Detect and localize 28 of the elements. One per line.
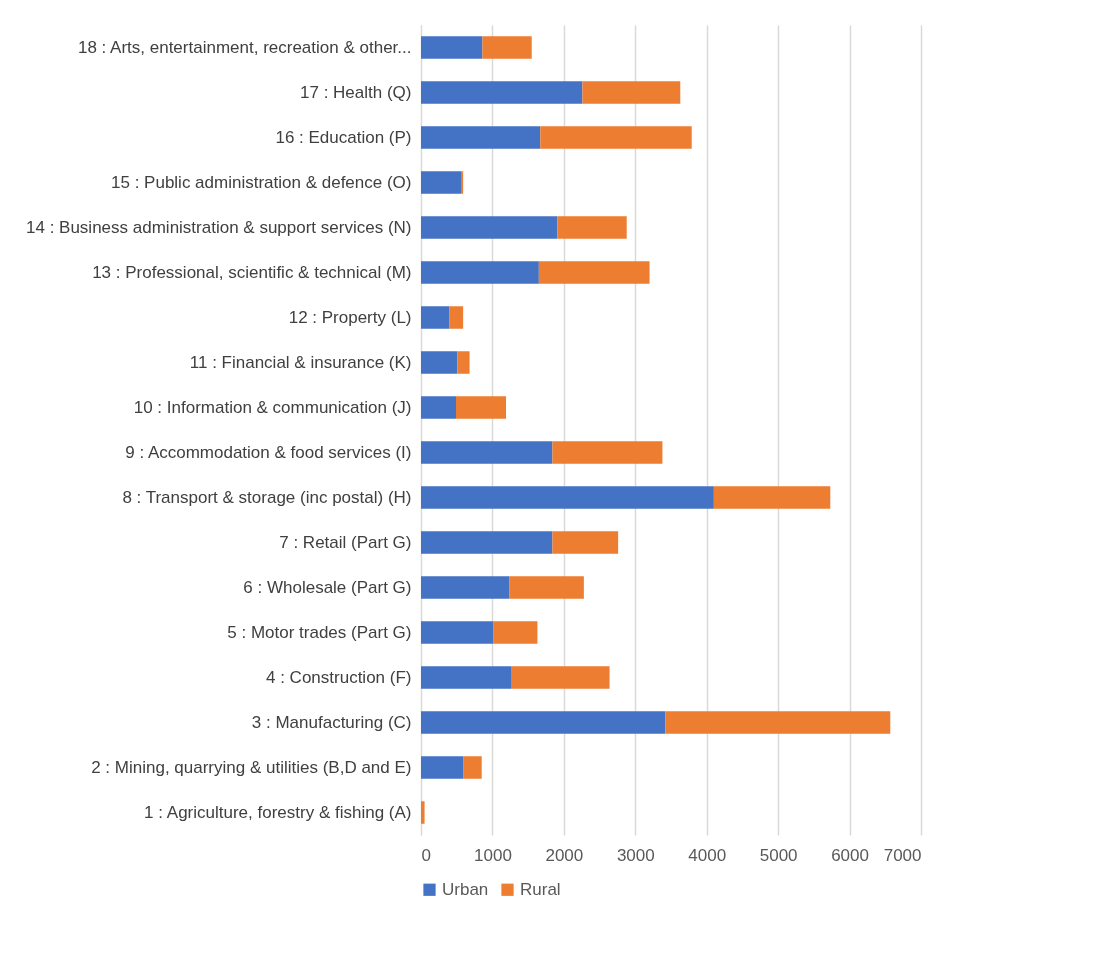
- y-tick-label: 7 : Retail (Part G): [279, 532, 412, 552]
- y-tick-label: 18 : Arts, entertainment, recreation & other...: [77, 37, 412, 57]
- y-tick-label: 1 : Agriculture, forestry & fishing (A): [144, 802, 412, 822]
- y-tick-label: 14 : Business administration & support services (N): [26, 217, 412, 237]
- y-tick-label: 13 : Professional, scientific & technical (M): [92, 262, 412, 282]
- y-tick-label: 3 : Manufacturing (C): [251, 712, 412, 732]
- x-tick-label: 4000: [688, 845, 727, 865]
- x-tick-label: 3000: [616, 845, 655, 865]
- x-tick-label: 6000: [831, 845, 869, 865]
- y-tick-label: 4 : Construction (F): [266, 667, 412, 687]
- y-tick-label: 15 : Public administration & defence (O): [111, 172, 412, 192]
- y-tick-label: 8 : Transport & storage (inc postal) (H): [122, 487, 412, 507]
- x-tick-label: 1000: [474, 845, 512, 865]
- y-tick-label: 17 : Health (Q): [300, 82, 412, 102]
- legend-label: Rural: [520, 879, 561, 899]
- y-tick-label: 11 : Financial & insurance (K): [189, 352, 412, 372]
- y-tick-label: 10 : Information & communication (J): [133, 397, 412, 417]
- y-tick-label: 9 : Accommodation & food services (I): [125, 442, 412, 462]
- x-tick-label: 2000: [545, 845, 584, 865]
- x-tick-label: 5000: [759, 845, 798, 865]
- y-tick-label: 2 : Mining, quarrying & utilities (B,D and E): [91, 757, 412, 777]
- y-tick-label: 12 : Property (L): [288, 307, 412, 327]
- x-tick-label: 0: [421, 845, 431, 865]
- y-tick-label: 6 : Wholesale (Part G): [243, 577, 412, 597]
- y-tick-label: 16 : Education (P): [275, 127, 412, 147]
- y-tick-label: 5 : Motor trades (Part G): [227, 622, 412, 642]
- x-tick-label: 7000: [883, 845, 922, 865]
- legend-label: Urban: [442, 879, 489, 899]
